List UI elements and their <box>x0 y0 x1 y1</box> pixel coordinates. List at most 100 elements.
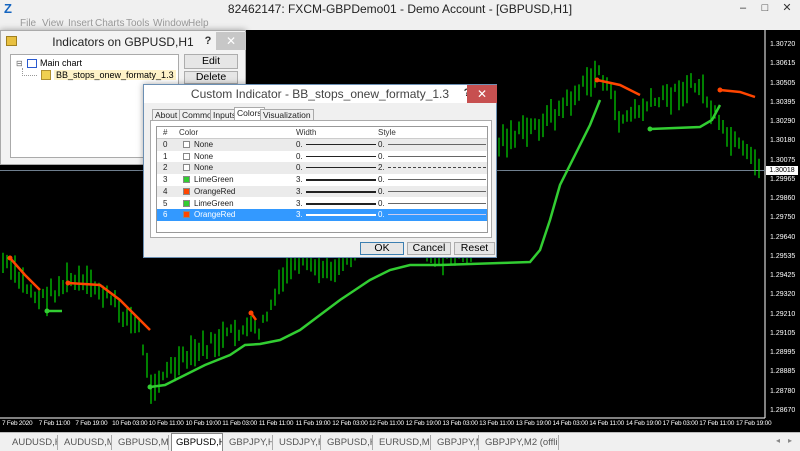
price-label: 1.29965 <box>770 175 796 183</box>
style-cell[interactable]: 0. <box>378 174 488 186</box>
delete-button[interactable]: Delete <box>184 71 238 84</box>
time-label: 17 Feb 03:00 <box>662 420 699 427</box>
collapse-icon[interactable]: ⊟ <box>16 59 23 68</box>
color-cell[interactable]: OrangeRed <box>179 186 294 198</box>
time-label: 17 Feb 19:00 <box>736 420 772 427</box>
color-swatch <box>183 141 190 148</box>
color-cell[interactable]: OrangeRed <box>179 209 294 221</box>
width-preview <box>306 179 376 182</box>
menu-view[interactable]: View <box>42 18 64 29</box>
reset-button[interactable]: Reset <box>454 242 495 255</box>
color-cell[interactable]: LimeGreen <box>179 174 294 186</box>
style-preview <box>388 190 486 192</box>
time-label: 14 Feb 19:00 <box>625 420 662 427</box>
tab-gbpjpy-h1[interactable]: GBPJPY,H1 <box>225 435 273 450</box>
tab-scroll-right[interactable]: ▸ <box>788 436 793 445</box>
color-row[interactable]: 1 None 0. 0. <box>157 151 487 163</box>
tab-gbpusd-m15[interactable]: GBPUSD,M15 <box>114 435 169 450</box>
style-cell[interactable]: 0. <box>378 198 488 210</box>
time-label: 10 Feb 03:00 <box>112 420 148 427</box>
window-title: 82462147: FXCM-GBPDemo01 - Demo Account … <box>227 2 573 16</box>
color-row[interactable]: 5 LimeGreen 3. 0. <box>157 198 487 210</box>
color-row[interactable]: 4 OrangeRed 3. 0. <box>157 185 488 198</box>
tab-gbpjpy-m1[interactable]: GBPJPY,M1 <box>433 435 479 450</box>
time-label: 10 Feb 11:00 <box>148 420 184 427</box>
tab-usdjpy-h1[interactable]: USDJPY,H1 <box>275 435 321 450</box>
color-row[interactable]: 3 LimeGreen 3. 0. <box>157 174 487 186</box>
close-button[interactable]: ✕ <box>782 2 792 14</box>
tab-gbpjpy-m2-offline-[interactable]: GBPJPY,M2 (offline) <box>481 435 559 450</box>
time-label: 12 Feb 19:00 <box>405 420 442 427</box>
table-header: # Color Width Style <box>157 127 487 139</box>
indicators-window-title: Indicators on GBPUSD,H1 <box>52 35 194 49</box>
style-preview <box>388 167 486 169</box>
width-cell[interactable]: 3. <box>296 174 376 186</box>
maximize-button[interactable]: □ <box>761 2 769 14</box>
width-value: 3. <box>296 186 303 196</box>
minimize-button[interactable]: – <box>739 2 747 14</box>
price-label: 1.28885 <box>770 368 796 376</box>
help-button[interactable]: ? <box>204 35 212 47</box>
price-label: 1.29105 <box>770 329 796 337</box>
tab-visualization[interactable]: Visualization <box>260 109 314 120</box>
style-cell[interactable]: 0. <box>378 186 488 198</box>
ok-button[interactable]: OK <box>360 242 404 255</box>
up-stop-line-start <box>147 384 153 390</box>
tab-about[interactable]: About <box>152 109 181 120</box>
tree-item-indicator[interactable]: BB_stops_onew_formaty_1.3 <box>54 70 176 80</box>
down-stop-line-start <box>7 255 13 261</box>
tab-gbpusd-h1[interactable]: GBPUSD,H1 <box>171 433 223 451</box>
color-name: LimeGreen <box>194 175 234 185</box>
indicators-icon <box>6 36 17 46</box>
width-cell[interactable]: 3. <box>296 209 376 221</box>
color-cell[interactable]: None <box>179 162 294 174</box>
style-cell[interactable]: 0. <box>378 151 488 163</box>
color-name: None <box>194 163 214 173</box>
tree-item-main-chart[interactable]: Main chart <box>40 58 83 68</box>
row-index: 5 <box>163 198 168 208</box>
tab-scroll-left[interactable]: ◂ <box>776 436 781 445</box>
price-label: 1.29210 <box>770 310 796 318</box>
width-cell[interactable]: 0. <box>296 139 376 151</box>
style-preview <box>388 144 486 145</box>
color-cell[interactable]: None <box>179 151 294 163</box>
time-label: 7 Feb 2020 <box>2 420 33 427</box>
menu-window[interactable]: Window <box>153 18 189 29</box>
style-cell[interactable]: 0. <box>378 209 488 221</box>
menu-insert[interactable]: Insert <box>68 18 94 29</box>
color-swatch <box>183 176 190 184</box>
width-cell[interactable]: 3. <box>296 198 376 210</box>
style-value: 2. <box>378 163 385 173</box>
close-button[interactable]: ✕ <box>467 85 497 103</box>
price-label: 1.28995 <box>770 349 796 357</box>
time-label: 13 Feb 03:00 <box>442 420 478 427</box>
style-cell[interactable]: 0. <box>378 139 488 151</box>
color-cell[interactable]: None <box>179 139 294 151</box>
style-cell[interactable]: 2. <box>378 162 488 174</box>
time-label: 7 Feb 11:00 <box>38 420 71 427</box>
close-button[interactable]: ✕ <box>216 32 246 50</box>
app-logo-icon: Z <box>4 1 12 16</box>
width-cell[interactable]: 0. <box>296 151 376 163</box>
menu-tools[interactable]: Tools <box>126 18 150 29</box>
edit-button[interactable]: Edit <box>184 54 238 69</box>
color-row[interactable]: 2 None 0. 2. <box>157 162 488 175</box>
menu-charts[interactable]: Charts <box>95 18 125 29</box>
tab-gbpusd-h4[interactable]: GBPUSD,H4 <box>323 435 373 450</box>
width-preview <box>306 167 376 169</box>
cancel-button[interactable]: Cancel <box>407 242 451 255</box>
tab-audusd-h1[interactable]: AUDUSD,H1 <box>8 435 58 450</box>
width-cell[interactable]: 3. <box>296 186 376 198</box>
color-row[interactable]: 6 OrangeRed 3. 0. <box>157 209 487 221</box>
down-stop-line <box>719 88 756 99</box>
tab-eurusd-m15[interactable]: EURUSD,M15 <box>375 435 431 450</box>
width-cell[interactable]: 0. <box>296 162 376 174</box>
menu-help[interactable]: Help <box>188 18 209 29</box>
menu-file[interactable]: File <box>20 18 37 29</box>
down-stop-line-start <box>65 280 71 286</box>
tab-audusd-m15[interactable]: AUDUSD,M15 <box>60 435 112 450</box>
color-cell[interactable]: LimeGreen <box>179 198 294 210</box>
color-swatch <box>183 152 190 160</box>
color-row[interactable]: 0 None 0. 0. <box>157 139 487 151</box>
help-button[interactable]: ? <box>460 87 474 99</box>
